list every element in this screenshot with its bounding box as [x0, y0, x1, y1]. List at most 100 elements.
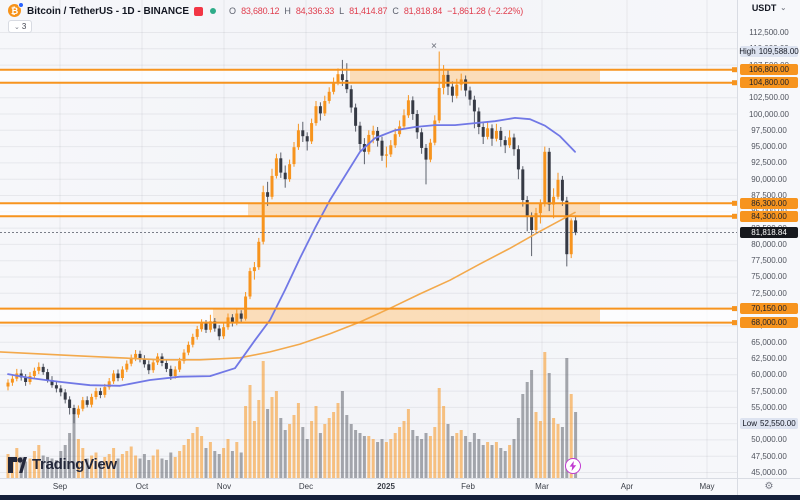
candle: [204, 323, 208, 330]
volume-bar: [446, 424, 450, 478]
drawing-handle[interactable]: [732, 213, 737, 219]
drawing-handle[interactable]: [732, 200, 737, 206]
volume-bar: [459, 430, 463, 478]
candle: [68, 399, 72, 408]
volume-bar: [28, 458, 32, 478]
volume-bar: [85, 458, 89, 478]
candlestick-chart: ✕: [0, 0, 737, 478]
volume-bar: [420, 439, 424, 478]
volume-bar: [76, 439, 80, 478]
supply-demand-zone[interactable]: [0, 203, 737, 217]
candle: [164, 363, 168, 369]
volume-bar: [270, 397, 274, 478]
candle: [323, 101, 327, 114]
tradingview-logo[interactable]: TradingView: [8, 456, 117, 473]
time-axis[interactable]: Sep Oct Nov Dec 2025 Feb Mar Apr May: [0, 478, 737, 495]
candle: [81, 400, 85, 409]
last-price-badge: 81,818.84: [740, 227, 798, 239]
candle: [424, 147, 428, 160]
volume-bar: [481, 445, 485, 478]
candle: [525, 200, 529, 217]
time-tick-label: Nov: [216, 482, 232, 491]
volume-bar: [200, 436, 204, 478]
volume-bar: [72, 415, 76, 478]
volume-bar: [151, 455, 155, 478]
candle: [481, 127, 485, 137]
candle: [296, 130, 300, 148]
volume-bar: [314, 406, 318, 478]
symbol-legend: ₿ Bitcoin / TetherUS - 1D - BINANCE O 83,…: [8, 2, 523, 18]
candle: [112, 373, 116, 382]
candle: [402, 115, 406, 127]
candle: [182, 352, 186, 362]
candle: [191, 336, 195, 345]
candle: [464, 79, 468, 91]
time-tick-label: Feb: [461, 482, 475, 491]
price-tick-label: 112,500.00: [749, 28, 789, 37]
candle: [239, 313, 243, 319]
candle: [305, 136, 309, 142]
gear-icon[interactable]: ⚙: [764, 481, 774, 492]
time-tick-label: Oct: [135, 482, 149, 491]
candle: [125, 363, 129, 370]
candle: [428, 142, 432, 160]
tradingview-wordmark: TradingView: [32, 456, 117, 473]
connection-status-icon: [210, 8, 217, 14]
volume-bar: [120, 454, 124, 478]
boost-lightning-icon[interactable]: [565, 458, 581, 474]
volume-bar: [494, 442, 498, 478]
zone-highlight-fill: [248, 203, 600, 217]
price-tick-label: 100,000.00: [748, 109, 790, 119]
flag-icon[interactable]: [194, 6, 204, 16]
candle: [345, 80, 349, 90]
volume-bar: [358, 433, 362, 478]
volume-bar: [296, 403, 300, 478]
volume-bar: [556, 424, 560, 478]
currency-selector[interactable]: USDT ⌄: [738, 3, 800, 13]
indicators-count: 3: [21, 22, 27, 31]
candle: [371, 130, 375, 135]
indicators-collapsed-pill[interactable]: ⌄ 3: [8, 20, 33, 33]
price-axis[interactable]: USDT ⌄ 45,000.0047,500.0050,000.0052,500…: [737, 0, 800, 478]
volume-bar: [138, 458, 142, 478]
supply-demand-zone[interactable]: [0, 308, 737, 323]
candle: [446, 74, 450, 87]
candle: [486, 128, 490, 137]
currency-label: USDT: [751, 3, 777, 13]
candle: [208, 321, 212, 330]
zone-highlight-fill: [213, 308, 600, 323]
volume-bar: [59, 451, 63, 478]
chart-pane[interactable]: ✕: [0, 0, 737, 478]
high-price-badge: High 109,588.00: [739, 45, 799, 57]
volume-bar: [274, 391, 278, 478]
drawing-handle[interactable]: [732, 306, 737, 312]
volume-bar: [239, 452, 243, 478]
supply-demand-zone[interactable]: [0, 69, 737, 83]
volume-bar: [142, 454, 146, 478]
time-tick-label: Apr: [620, 482, 634, 491]
candle: [288, 164, 292, 180]
volume-bar: [574, 412, 578, 478]
symbol-title[interactable]: Bitcoin / TetherUS - 1D - BINANCE: [27, 5, 190, 17]
volume-bar: [490, 445, 494, 478]
volume-bar: [235, 442, 239, 478]
zone-highlight-fill: [350, 69, 600, 83]
candle: [147, 364, 151, 371]
drawing-handle[interactable]: [732, 80, 737, 86]
volume-bar: [318, 433, 322, 478]
volume-bar: [288, 424, 292, 478]
drawing-handle[interactable]: [732, 320, 737, 326]
volume-bar: [41, 455, 45, 478]
candle: [274, 158, 278, 176]
candle: [103, 387, 107, 395]
price-tick-label: 55,000.00: [751, 402, 787, 412]
volume-bar: [323, 424, 327, 478]
volume-bar: [50, 458, 54, 478]
candle: [107, 381, 111, 388]
price-tick-label: 47,500.00: [751, 451, 787, 461]
volume-bar: [217, 454, 221, 478]
candle: [54, 385, 58, 389]
bitcoin-icon: ₿: [8, 2, 24, 18]
drawing-handle[interactable]: [732, 67, 737, 73]
volume-bar: [354, 430, 358, 478]
